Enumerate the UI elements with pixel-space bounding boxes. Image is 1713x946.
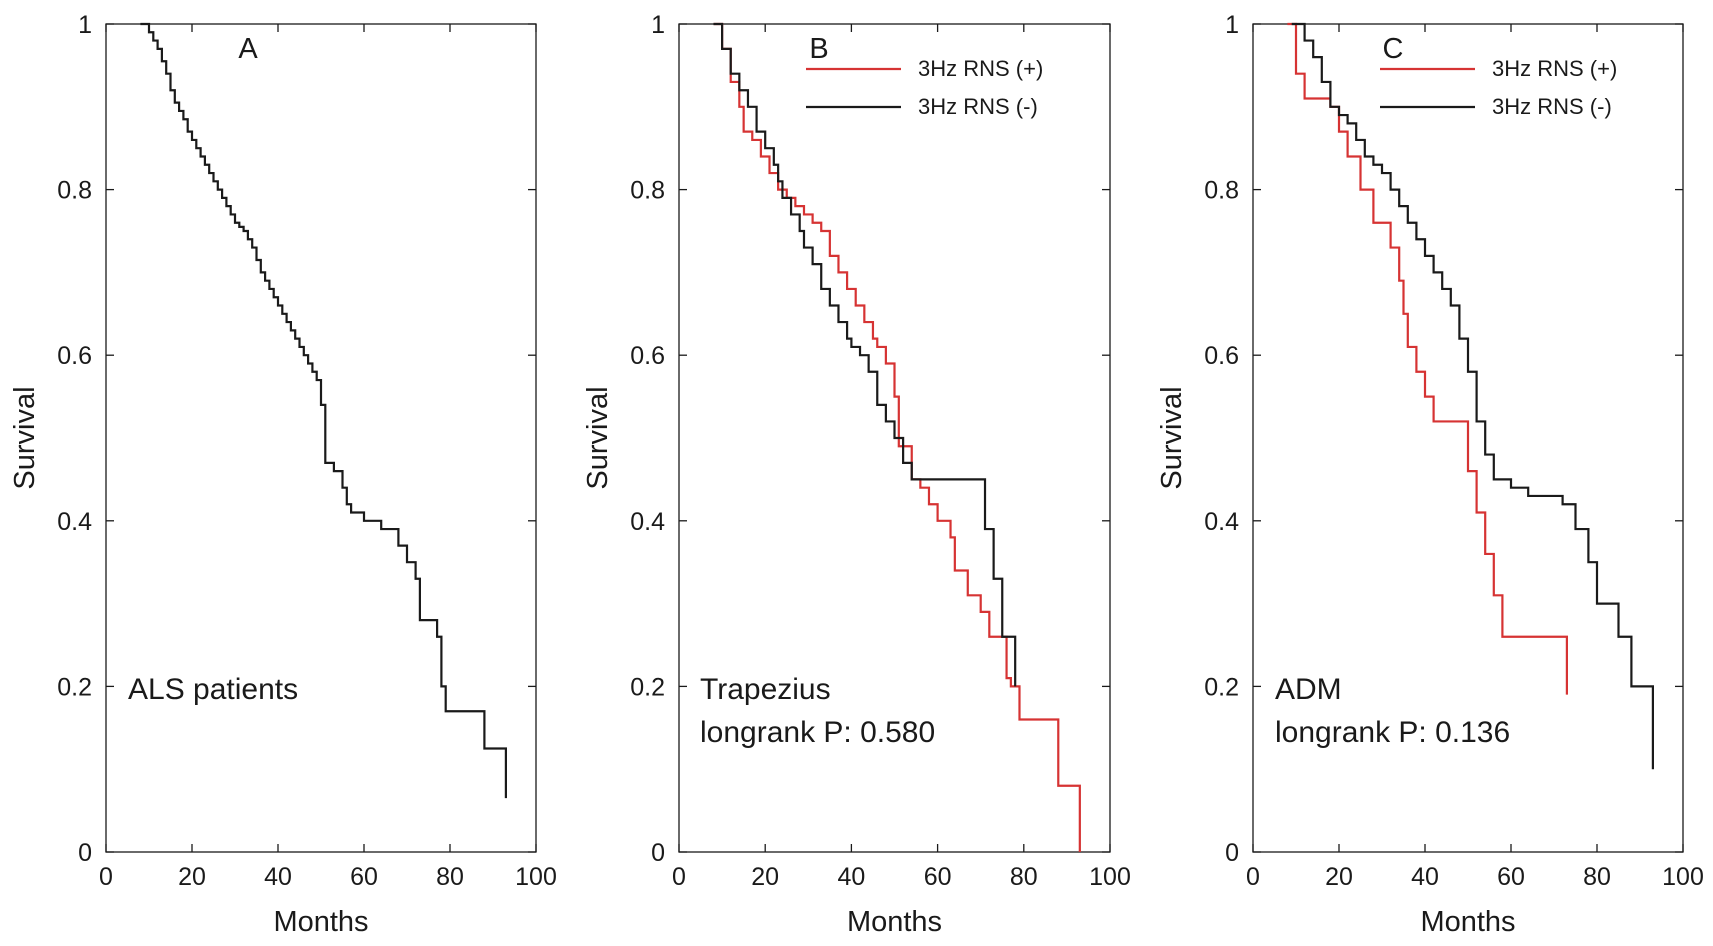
x-tick-label: 20 — [1325, 863, 1353, 891]
y-tick-label: 0 — [78, 839, 92, 867]
series-line-rns-positive — [1287, 22, 1568, 695]
y-axis-label: Survival — [582, 386, 614, 489]
panel-letter: B — [809, 33, 828, 65]
x-tick-label: 80 — [1010, 863, 1038, 891]
y-tick-label: 0.8 — [630, 177, 665, 205]
y-tick-label: 0 — [1225, 839, 1239, 867]
legend-label: 3Hz RNS (-) — [1492, 94, 1612, 119]
y-tick-label: 1 — [78, 11, 92, 39]
x-tick-label: 80 — [1583, 863, 1611, 891]
y-tick-label: 0 — [651, 839, 665, 867]
panel-letter: A — [238, 33, 258, 65]
y-tick-label: 0.8 — [57, 177, 92, 205]
annotation-text: longrank P: 0.136 — [1275, 716, 1510, 749]
x-tick-label: 100 — [515, 863, 557, 891]
annotation-text: ALS patients — [128, 673, 298, 706]
y-tick-label: 0.6 — [1204, 342, 1239, 370]
series-line-rns-positive — [713, 22, 1081, 852]
y-tick-label: 0.4 — [1204, 508, 1239, 536]
legend-label: 3Hz RNS (+) — [918, 56, 1043, 81]
y-tick-label: 0.8 — [1204, 177, 1239, 205]
x-tick-label: 0 — [99, 863, 113, 891]
annotation-text: longrank P: 0.580 — [700, 716, 935, 749]
x-tick-label: 40 — [264, 863, 292, 891]
y-tick-label: 0.4 — [57, 508, 92, 536]
axes-box — [678, 23, 1111, 853]
x-tick-label: 20 — [751, 863, 779, 891]
x-axis-label: Months — [1420, 906, 1515, 938]
y-tick-label: 0.2 — [57, 673, 92, 701]
series-line-als — [140, 22, 507, 799]
panel-c: 0 20 40 60 80 100 0 0.2 0.4 0.6 0.8 1 Months Survival… — [1156, 11, 1704, 938]
legend-label: 3Hz RNS (+) — [1492, 56, 1617, 81]
y-tick-label: 0.2 — [630, 673, 665, 701]
x-tick-label: 100 — [1089, 863, 1131, 891]
y-tick-label: 0.4 — [630, 508, 665, 536]
y-tick-label: 1 — [651, 11, 665, 39]
y-axis-label: Survival — [9, 386, 41, 489]
axes-box — [105, 23, 537, 853]
series-line-rns-negative — [713, 22, 1017, 687]
y-tick-label: 1 — [1225, 11, 1239, 39]
x-tick-label: 40 — [837, 863, 865, 891]
x-tick-label: 0 — [672, 863, 686, 891]
annotation-text: Trapezius — [700, 673, 831, 706]
x-tick-label: 20 — [178, 863, 206, 891]
y-tick-label: 0.6 — [630, 342, 665, 370]
axes-box — [1252, 23, 1684, 853]
x-tick-label: 60 — [924, 863, 952, 891]
x-tick-label: 60 — [1497, 863, 1525, 891]
y-tick-label: 0.2 — [1204, 673, 1239, 701]
y-axis-label: Survival — [1156, 386, 1188, 489]
panel-letter: C — [1383, 33, 1404, 65]
panel-b: 0 20 40 60 80 100 0 0.2 0.4 0.6 0.8 1 Months Survival… — [582, 11, 1131, 938]
legend-label: 3Hz RNS (-) — [918, 94, 1038, 119]
series-line-rns-negative — [1291, 22, 1654, 770]
x-tick-label: 40 — [1411, 863, 1439, 891]
x-tick-label: 80 — [436, 863, 464, 891]
x-axis-label: Months — [273, 906, 368, 938]
x-tick-label: 100 — [1662, 863, 1704, 891]
panel-a: 0 20 40 60 80 100 0 0.2 0.4 0.6 0.8 1 Months Survival… — [9, 11, 557, 938]
annotation-text: ADM — [1275, 673, 1342, 706]
x-tick-label: 60 — [350, 863, 378, 891]
x-tick-label: 0 — [1246, 863, 1260, 891]
x-axis-label: Months — [847, 906, 942, 938]
y-tick-label: 0.6 — [57, 342, 92, 370]
